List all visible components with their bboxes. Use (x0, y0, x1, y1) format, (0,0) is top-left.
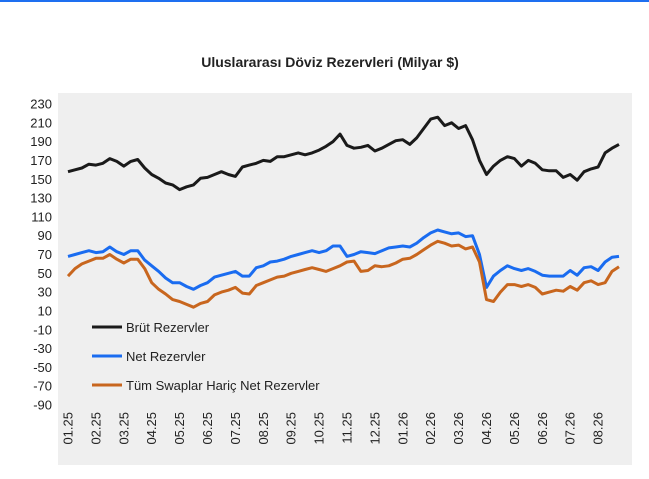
y-tick-label: 30 (38, 285, 52, 300)
y-tick-label: -70 (33, 379, 52, 394)
chart-title: Uluslararası Döviz Rezervleri (Milyar $) (201, 54, 459, 70)
x-tick-label: 12.25 (367, 412, 382, 445)
plot-background (58, 93, 632, 465)
legend-label: Brüt Rezervler (126, 320, 210, 335)
x-tick-label: 05.26 (507, 412, 522, 445)
x-tick-label: 09.25 (284, 412, 299, 445)
y-tick-label: -10 (33, 322, 52, 337)
y-tick-label: -50 (33, 360, 52, 375)
x-tick-label: 10.25 (312, 412, 327, 445)
y-tick-label: -90 (33, 398, 52, 413)
x-tick-label: 04.25 (144, 412, 159, 445)
x-tick-label: 06.25 (200, 412, 215, 445)
x-tick-label: 11.25 (339, 412, 354, 444)
series-line (66, 239, 620, 309)
x-tick-label: 03.25 (116, 412, 131, 445)
y-tick-label: 130 (30, 191, 52, 206)
x-tick-label: 02.26 (423, 412, 438, 445)
y-tick-label: 90 (38, 228, 52, 243)
x-tick-label: 07.25 (228, 412, 243, 445)
series-line (67, 115, 620, 192)
legend-label: Tüm Swaplar Hariç Net Rezervler (126, 378, 320, 393)
y-tick-label: -30 (33, 341, 52, 356)
y-tick-label: 70 (38, 247, 52, 262)
x-tick-label: 05.25 (172, 412, 187, 445)
y-tick-label: 210 (30, 115, 52, 130)
x-tick-label: 06.26 (535, 412, 550, 445)
y-tick-label: 170 (30, 153, 52, 168)
x-tick-label: 03.26 (451, 412, 466, 445)
x-tick-label: 02.25 (88, 412, 103, 445)
x-tick-label: 08.25 (256, 412, 271, 445)
x-tick-label: 08.26 (591, 412, 606, 445)
y-tick-label: 110 (31, 209, 52, 224)
legend-label: Net Rezervler (126, 349, 206, 364)
x-tick-label: 04.26 (479, 412, 494, 445)
y-tick-label: 150 (30, 172, 52, 187)
x-tick-label: 07.26 (563, 412, 578, 445)
y-tick-label: 190 (30, 134, 52, 149)
x-tick-label: 01.25 (61, 412, 76, 445)
y-tick-label: 10 (38, 303, 52, 318)
top-rule (0, 0, 649, 2)
y-tick-label: 230 (30, 97, 52, 112)
y-tick-label: 50 (38, 266, 52, 281)
x-tick-label: 01.26 (395, 412, 410, 445)
series-line (67, 228, 620, 291)
